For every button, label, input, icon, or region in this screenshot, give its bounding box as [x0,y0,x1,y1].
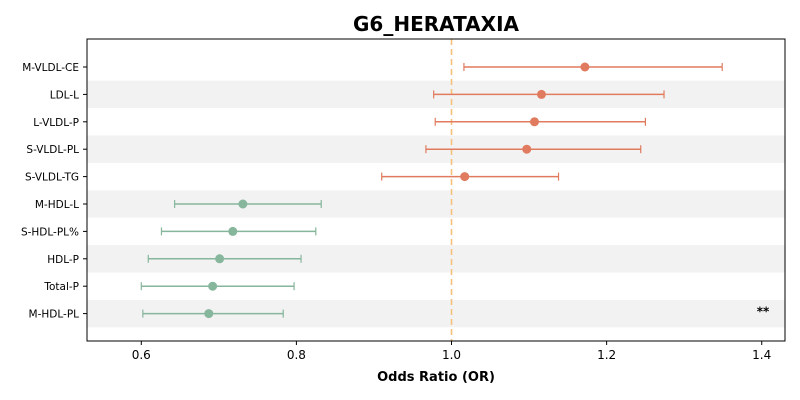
or-point [204,309,214,319]
y-tick-label: S-HDL-PL% [21,226,79,238]
y-tick-label: M-HDL-L [35,199,79,211]
x-tick-label: 1.0 [442,348,461,362]
x-tick-label: 0.6 [132,348,151,362]
or-point [536,89,546,99]
x-ticks: 0.6 0.8 1.0 1.2 1.4 [132,341,771,362]
or-point [529,117,539,127]
annotations: ** [757,305,770,319]
y-tick-label: LDL-L [50,89,79,101]
or-point [238,199,248,209]
x-tick-label: 0.8 [287,348,306,362]
y-tick-label: S-VLDL-PL [26,144,79,156]
x-tick-label: 1.2 [597,348,616,362]
or-point [522,144,532,154]
y-tick-labels: M-VLDL-CE LDL-L L-VLDL-P S-VLDL-PL S-VLDL-TG… [21,62,87,321]
significance-annotation: ** [757,305,770,319]
x-tick-label: 1.4 [752,348,771,362]
or-point [228,226,238,236]
or-point [208,281,218,291]
point-estimates [204,62,590,319]
y-tick-label: Total-P [43,281,79,293]
y-tick-label: S-VLDL-TG [25,172,79,184]
or-point [460,172,470,182]
plot-frame [86,38,786,342]
chart-title: G6_HERATAXIA [353,12,519,36]
y-tick-label: L-VLDL-P [33,117,79,129]
y-tick-label: M-VLDL-CE [22,62,79,74]
or-point [580,62,590,72]
or-point [215,254,225,264]
error-bars [140,63,723,318]
y-tick-label: M-HDL-PL [29,309,80,321]
x-axis-label: Odds Ratio (OR) [377,370,495,385]
y-tick-label: HDL-P [47,254,79,266]
